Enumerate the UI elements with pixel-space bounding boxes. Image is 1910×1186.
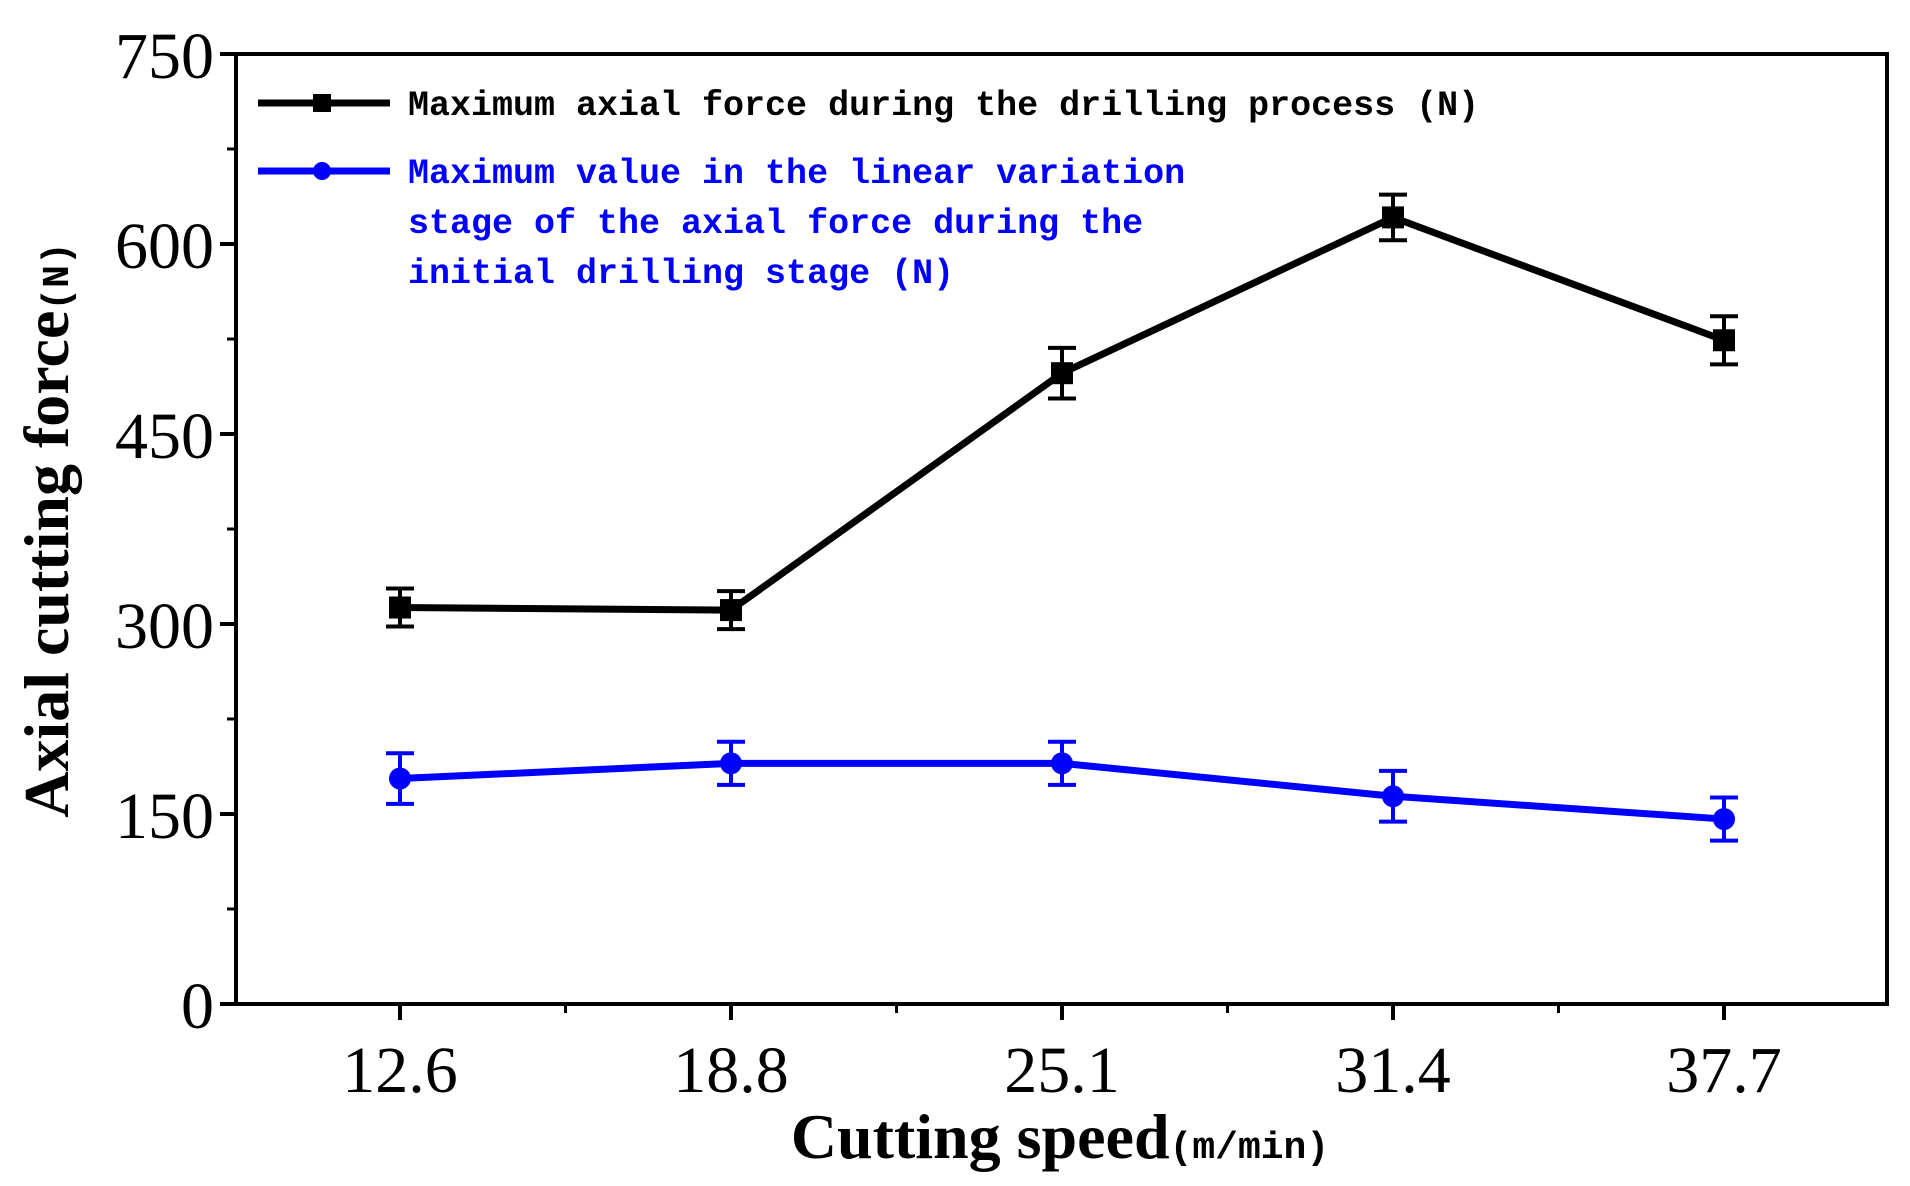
x-axis-unit: (m/min)	[1170, 1127, 1330, 1170]
y-axis-unit: (N)	[37, 242, 80, 310]
legend-swatch-square	[313, 94, 331, 112]
series-layer	[386, 192, 1738, 843]
data-point-circle	[389, 767, 411, 790]
data-point-square	[1382, 206, 1404, 229]
y-tick-label: 0	[181, 970, 214, 1043]
y-tick-label: 150	[115, 780, 214, 853]
legend-swatch-circle	[313, 162, 331, 180]
x-tick-label: 12.6	[342, 1034, 458, 1107]
data-point-circle	[1051, 752, 1073, 775]
series-linear-stage-max	[386, 739, 1738, 843]
x-tick-label: 37.7	[1666, 1034, 1782, 1107]
legend-label-line: stage of the axial force during the	[408, 204, 1143, 244]
y-axis-title: Axial cutting force(N)	[11, 242, 82, 818]
data-point-square	[389, 596, 411, 619]
y-tick-label: 300	[115, 590, 214, 663]
legend-label-line: initial drilling stage (N)	[408, 254, 954, 294]
data-point-square	[1713, 329, 1735, 352]
legend: Maximum axial force during the drilling …	[258, 86, 1479, 294]
series-max-axial-force	[386, 192, 1738, 632]
y-tick-label: 600	[115, 210, 214, 283]
legend-label-line: Maximum axial force during the drilling …	[408, 86, 1479, 126]
data-point-square	[1051, 362, 1073, 385]
y-axis: 0 150 300 450 600 750	[115, 20, 236, 1043]
y-tick-label: 450	[115, 400, 214, 473]
y-tick-label: 750	[115, 20, 214, 93]
data-point-circle	[1382, 785, 1404, 808]
x-tick-label: 18.8	[673, 1034, 789, 1107]
data-point-circle	[720, 752, 742, 775]
data-point-circle	[1713, 808, 1735, 831]
x-tick-label: 31.4	[1335, 1034, 1451, 1107]
x-axis: 12.6 18.8 25.1 31.4 37.7	[342, 1004, 1782, 1107]
legend-entry-linear-stage-max: Maximum value in the linear variation sta…	[258, 154, 1185, 294]
legend-entry-max-axial-force: Maximum axial force during the drilling …	[258, 86, 1479, 126]
y-axis-title-text: Axial cutting force	[11, 311, 82, 818]
x-axis-title: Cutting speed(m/min)	[791, 1101, 1329, 1172]
x-axis-title-text: Cutting speed	[791, 1101, 1170, 1172]
data-point-square	[720, 599, 742, 622]
plot-frame	[234, 52, 1889, 1006]
x-tick-label: 25.1	[1004, 1034, 1120, 1107]
legend-label-line: Maximum value in the linear variation	[408, 154, 1185, 194]
